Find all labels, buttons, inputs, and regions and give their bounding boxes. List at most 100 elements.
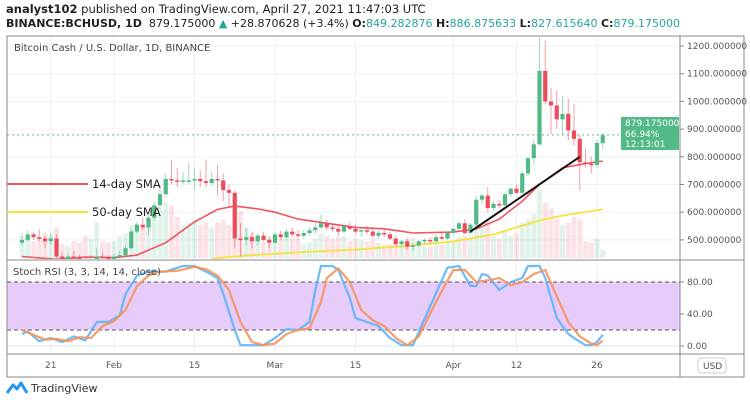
candle-body (111, 256, 117, 259)
candle-body (445, 232, 450, 239)
close-label: C: (600, 17, 614, 30)
symbol-info: BINANCE:BCHUSD, 1D 879.175000 ▲ +28.8706… (6, 17, 680, 30)
candle-body (399, 241, 404, 245)
candle (203, 159, 209, 188)
candle-body (594, 142, 600, 166)
candle (278, 230, 283, 240)
sma-lines (7, 134, 621, 259)
date-tick-label: Mar (267, 361, 284, 371)
candle-body (65, 256, 71, 259)
candle-body (313, 227, 318, 231)
volume-bar (163, 203, 169, 258)
volume-bar (307, 242, 312, 258)
candle-body (422, 239, 427, 242)
volume-bar (485, 222, 491, 258)
candle-body (169, 178, 174, 181)
candle (198, 170, 203, 188)
stoch-tick-label: 0.00 (687, 342, 707, 352)
candle (445, 231, 450, 240)
volume-bar (226, 225, 232, 258)
candle (71, 250, 76, 259)
candle (456, 220, 462, 231)
time-axis[interactable]: 21 Feb 15 Mar 15 Apr 12 26 (45, 361, 603, 371)
candle (508, 187, 513, 197)
candle (376, 230, 381, 239)
candle (318, 214, 324, 229)
candle-body (152, 205, 157, 218)
currency-label: USD (703, 362, 722, 372)
volume-bar (537, 189, 542, 258)
volume-bar (111, 241, 117, 258)
candle-body (336, 228, 341, 232)
close-value: 879.175000 (613, 17, 680, 30)
currency-badge[interactable]: USD (697, 357, 727, 374)
candle-body (192, 178, 197, 181)
volume-bar (174, 216, 180, 258)
volume-bar (508, 236, 514, 258)
candle-body (439, 237, 444, 239)
candle-body (117, 255, 122, 257)
candle-body (318, 223, 324, 228)
candle-body (261, 235, 266, 240)
volume-bar (266, 238, 272, 258)
volume-bar (491, 236, 496, 258)
open-label: O: (352, 17, 366, 30)
volume-bar (197, 225, 203, 258)
candle (554, 90, 559, 130)
volume-bar (146, 222, 151, 258)
candle (583, 148, 588, 168)
candle (577, 134, 582, 191)
date-tick-label: Feb (106, 361, 122, 371)
candle-body (393, 238, 398, 245)
candle-body (548, 101, 554, 106)
candle-body (255, 235, 260, 242)
candle (566, 98, 571, 141)
candle (175, 167, 180, 188)
candles (19, 37, 605, 259)
volume-bar (209, 227, 215, 258)
candle-body (416, 241, 421, 246)
candle-body (157, 194, 163, 206)
volume-bar (94, 222, 100, 258)
candle (146, 214, 151, 235)
candle-body (198, 178, 203, 182)
candle (600, 132, 605, 150)
candle (60, 252, 65, 259)
candle-body (382, 232, 387, 235)
candle-body (238, 238, 243, 241)
date-tick-label: 15 (350, 361, 361, 371)
candle (451, 227, 456, 236)
stoch-tick-label: 40.00 (687, 310, 713, 320)
candle-body (387, 234, 393, 239)
candle (330, 223, 335, 232)
tradingview-branding[interactable]: TradingView (6, 381, 97, 395)
author[interactable]: analyst102 (6, 2, 78, 16)
volume-bar (36, 237, 42, 258)
price-axis[interactable]: 1200.000000 1100.000000 1000.000000 900.000… (680, 42, 747, 246)
volume-bar (433, 243, 439, 258)
volume-bar (134, 223, 140, 258)
volume-bar (318, 233, 324, 258)
candle-body (77, 257, 82, 259)
volume-bar (531, 214, 537, 258)
chart-title: Bitcoin Cash / U.S. Dollar, 1D, BINANCE (14, 43, 210, 54)
candle (502, 192, 508, 207)
candle (324, 219, 329, 231)
candle (31, 231, 36, 240)
candle (238, 223, 243, 257)
stoch-axis[interactable]: 80.00 40.00 0.00 (680, 278, 713, 352)
candle-body (301, 232, 306, 236)
volume-bar (364, 241, 370, 258)
volume-bar (289, 238, 295, 258)
candle (514, 184, 519, 195)
candle (48, 232, 53, 245)
volume-bar (255, 234, 261, 258)
candle (255, 232, 260, 246)
volume-bar (278, 238, 284, 258)
candle (157, 187, 163, 210)
candle (84, 256, 86, 259)
candle (341, 223, 347, 233)
volume-bar (416, 242, 422, 258)
candle-body (566, 113, 571, 131)
